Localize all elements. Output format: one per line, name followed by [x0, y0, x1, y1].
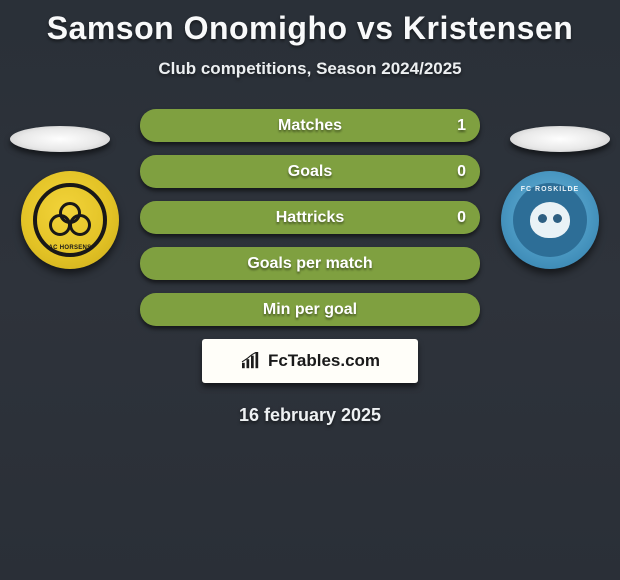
club-crest-right: FC ROSKILDE	[501, 171, 599, 269]
stats-container: Matches 1 Goals 0 Hattricks 0 Goals per …	[140, 109, 480, 326]
player-silhouette-right	[510, 126, 610, 152]
club-crest-left: AC HORSENS	[21, 171, 119, 269]
stat-label: Hattricks	[276, 209, 344, 227]
stat-row-hattricks: Hattricks 0	[140, 201, 480, 234]
stat-label: Matches	[278, 117, 342, 135]
stat-right-value: 0	[457, 209, 466, 227]
stat-right-value: 0	[457, 163, 466, 181]
stat-row-goals-per-match: Goals per match	[140, 247, 480, 280]
stat-label: Goals per match	[247, 255, 372, 273]
bar-chart-icon	[240, 352, 262, 370]
page-subtitle: Club competitions, Season 2024/2025	[0, 59, 620, 79]
stat-label: Min per goal	[263, 301, 357, 319]
page-title: Samson Onomigho vs Kristensen	[0, 0, 620, 47]
player-silhouette-left	[10, 126, 110, 152]
stat-row-goals: Goals 0	[140, 155, 480, 188]
stat-right-value: 1	[457, 117, 466, 135]
watermark-text: FcTables.com	[268, 351, 380, 371]
date-label: 16 february 2025	[0, 405, 620, 426]
club-name-left: AC HORSENS	[37, 245, 103, 251]
watermark: FcTables.com	[202, 339, 418, 383]
stat-row-min-per-goal: Min per goal	[140, 293, 480, 326]
club-name-right: FC ROSKILDE	[513, 186, 587, 193]
stat-label: Goals	[288, 163, 332, 181]
stat-row-matches: Matches 1	[140, 109, 480, 142]
